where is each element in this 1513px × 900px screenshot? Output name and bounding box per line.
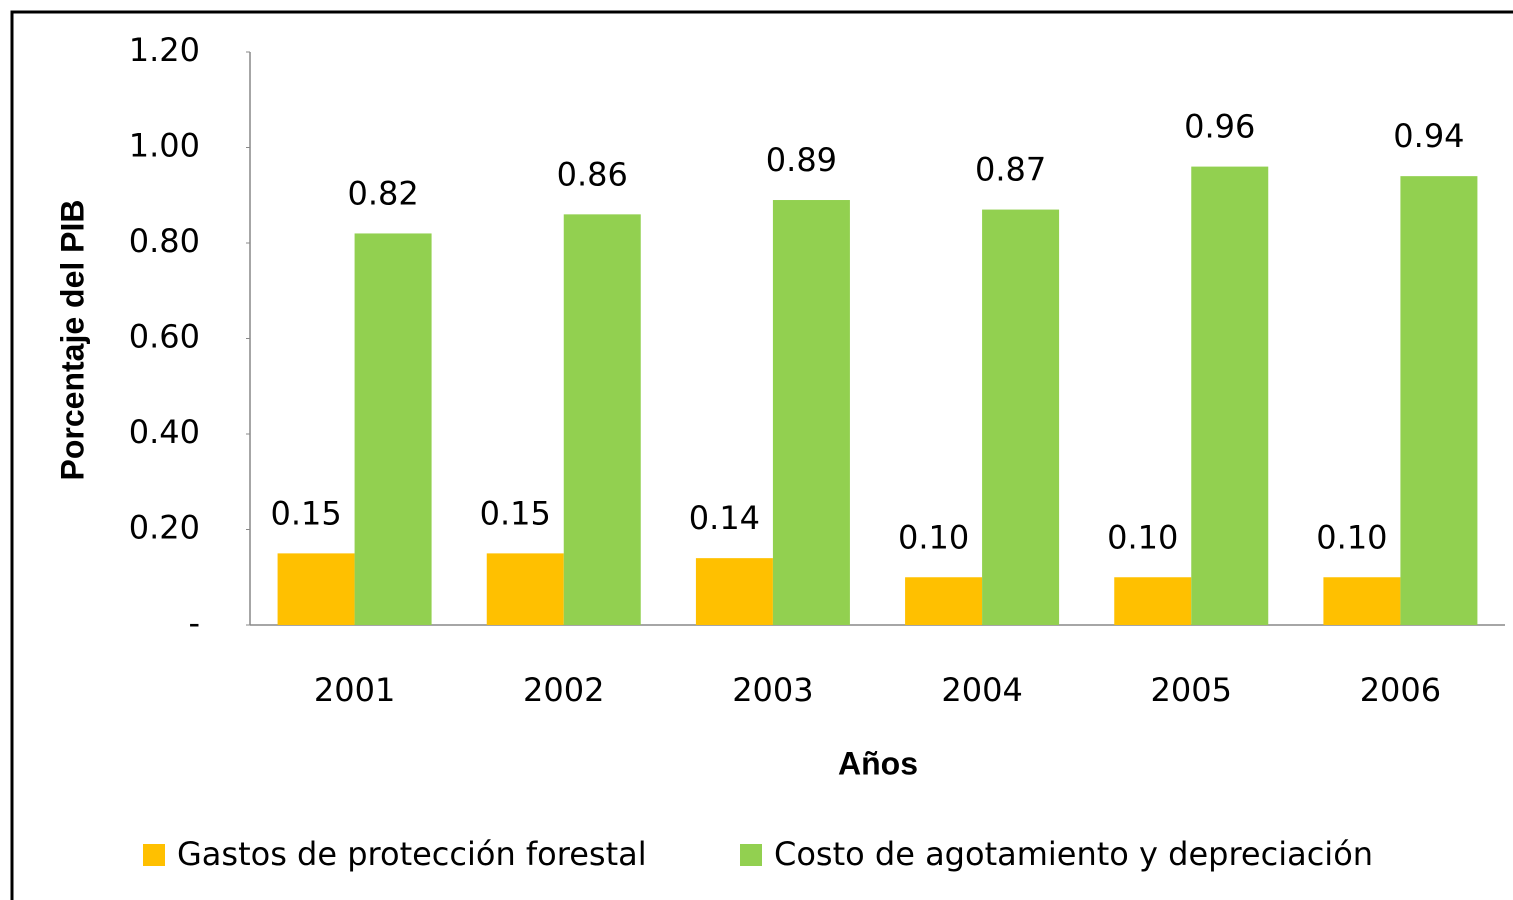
bar — [563, 214, 641, 625]
y-tick-label: 0.40 — [129, 413, 200, 451]
data-label: 0.15 — [480, 494, 551, 532]
data-label: 0.96 — [1184, 108, 1255, 146]
bar — [486, 553, 564, 625]
x-tick-label: 2003 — [732, 671, 813, 709]
bar — [277, 553, 355, 625]
bar — [905, 577, 983, 625]
data-label: 0.94 — [1393, 117, 1464, 155]
bar — [1191, 166, 1269, 625]
y-tick-label: 1.20 — [129, 31, 200, 69]
data-label: 0.10 — [898, 518, 969, 556]
bar — [1400, 176, 1478, 625]
x-tick-label: 2004 — [941, 671, 1022, 709]
data-label: 0.15 — [270, 494, 341, 532]
y-tick-label: - — [188, 604, 200, 642]
data-label: 0.10 — [1316, 518, 1387, 556]
data-label: 0.87 — [975, 151, 1046, 189]
legend-label: Gastos de protección forestal — [177, 835, 647, 873]
y-axis-title: Porcentaje del PIB — [54, 200, 90, 481]
x-axis-title: Años — [838, 745, 918, 781]
x-tick-label: 2001 — [314, 671, 395, 709]
x-tick-label: 2006 — [1360, 671, 1441, 709]
y-tick-label: 0.80 — [129, 222, 200, 260]
legend-label: Costo de agotamiento y depreciación — [774, 835, 1373, 873]
bar — [1114, 577, 1192, 625]
y-tick-label: 1.00 — [129, 127, 200, 165]
y-tick-label: 0.20 — [129, 509, 200, 547]
data-label: 0.89 — [766, 141, 837, 179]
legend-swatch — [143, 844, 165, 866]
x-tick-label: 2005 — [1151, 671, 1232, 709]
x-tick-label: 2002 — [523, 671, 604, 709]
legend-swatch — [740, 844, 762, 866]
bar — [982, 209, 1060, 625]
data-label: 0.86 — [557, 155, 628, 193]
data-label: 0.14 — [689, 499, 760, 537]
bar — [1323, 577, 1401, 625]
data-label: 0.82 — [347, 174, 418, 212]
bar — [695, 558, 773, 625]
chart-border — [10, 10, 1513, 900]
bar — [772, 200, 850, 625]
data-label: 0.10 — [1107, 518, 1178, 556]
bar — [354, 233, 432, 625]
y-tick-label: 0.60 — [129, 318, 200, 356]
